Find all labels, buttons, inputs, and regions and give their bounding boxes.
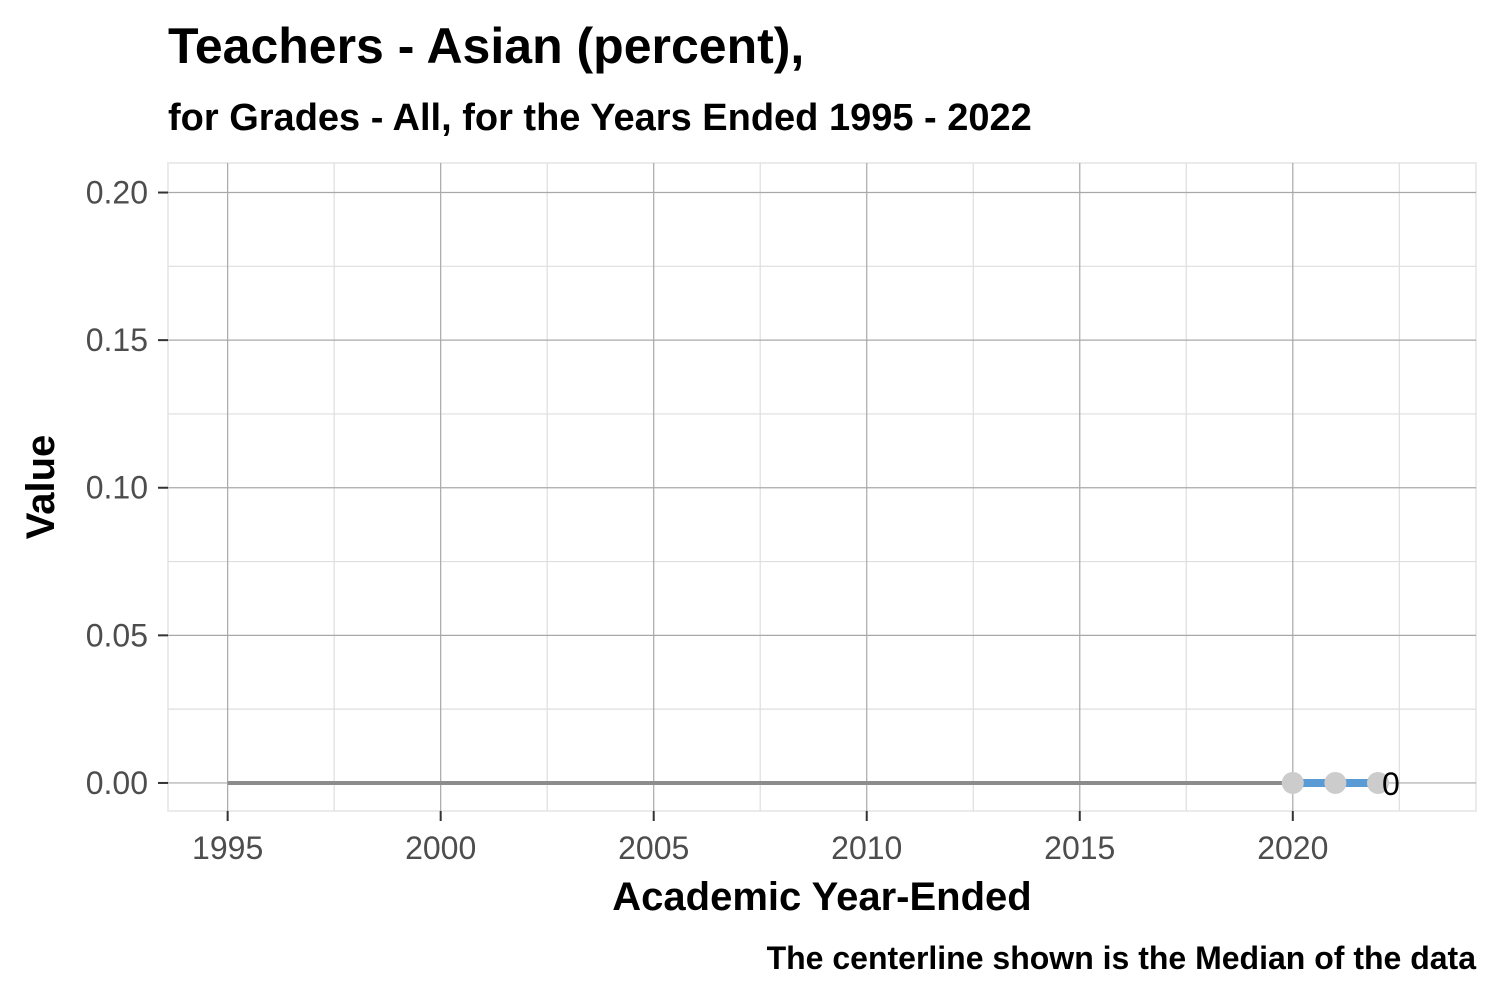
- y-tick-label: 0.15: [86, 322, 148, 358]
- x-axis-title: Academic Year-Ended: [612, 875, 1031, 919]
- chart-caption: The centerline shown is the Median of th…: [767, 940, 1477, 976]
- data-point: [1324, 771, 1347, 794]
- y-axis: 0.00 0.05 0.10 0.15 0.20: [86, 175, 168, 801]
- y-tick-label: 0.05: [86, 617, 148, 653]
- x-tick-label: 2015: [1044, 830, 1115, 866]
- data-marks: 0: [227, 766, 1400, 802]
- x-tick-label: 2005: [618, 830, 689, 866]
- chart-subtitle: for Grades - All, for the Years Ended 19…: [168, 97, 1032, 139]
- x-tick-label: 2010: [831, 830, 902, 866]
- data-point: [1367, 771, 1390, 794]
- end-data-label: 0: [1382, 766, 1400, 802]
- y-tick-label: 0.10: [86, 470, 148, 506]
- x-axis: 1995 2000 2005 2010 2015 2020: [192, 811, 1328, 866]
- x-tick-label: 2000: [405, 830, 476, 866]
- y-tick-label: 0.00: [86, 765, 148, 801]
- plot-panel: [167, 162, 1477, 812]
- y-axis-title: Value: [19, 435, 63, 540]
- chart-title: Teachers - Asian (percent),: [168, 18, 804, 74]
- x-tick-label: 2020: [1257, 830, 1328, 866]
- y-tick-label: 0.20: [86, 175, 148, 211]
- x-tick-label: 1995: [192, 830, 263, 866]
- data-point: [1281, 771, 1304, 794]
